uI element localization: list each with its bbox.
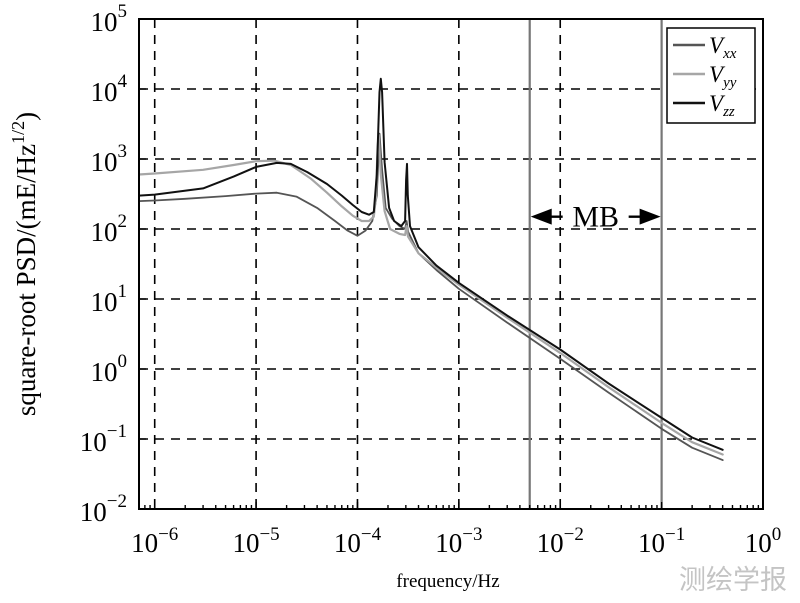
y-axis-label: square-root PSD/(mE/Hz1/2) [8, 112, 41, 416]
x-tick-label: 10−3 [435, 524, 482, 558]
y-tick-label: 10−1 [80, 421, 127, 457]
series-line-vxx [139, 132, 724, 461]
x-tick-label: 10−1 [638, 524, 685, 558]
mb-band: MB [528, 19, 663, 509]
x-tick-label: 10−2 [537, 524, 584, 558]
y-tick-label: 104 [91, 71, 128, 107]
x-tick-label: 10−5 [232, 524, 279, 558]
series-group [139, 77, 724, 461]
y-tick-label: 100 [91, 351, 128, 387]
series-line-vzz [139, 77, 724, 451]
mb-arrow-right-head [639, 208, 661, 225]
series-line-vyy [139, 133, 724, 456]
legend-label-vyy: Vyy [709, 62, 737, 91]
legend-label-vxx: Vxx [709, 33, 737, 62]
y-tick-label: 102 [91, 211, 128, 247]
watermark-text: 测绘学报 [679, 565, 787, 596]
mb-band-label: MB [572, 201, 619, 234]
mb-arrow-left-head [530, 208, 552, 225]
y-tick-label: 105 [91, 1, 128, 37]
legend-label-vzz: Vzz [709, 91, 735, 120]
x-tick-label: 10−4 [334, 524, 382, 558]
x-tick-label: 10−6 [131, 524, 178, 558]
y-tick-label: 101 [91, 281, 128, 317]
y-tick-label: 10−2 [80, 491, 127, 527]
x-tick-label: 100 [745, 524, 782, 558]
x-axis-label: frequency/Hz [396, 571, 499, 592]
axis-ticks: 10−6 10−5 10−4 10−3 10−2 10−1 100 10−2 10−1 100 10… [80, 1, 781, 558]
plot-frame [138, 18, 764, 510]
y-tick-label: 103 [91, 141, 128, 177]
